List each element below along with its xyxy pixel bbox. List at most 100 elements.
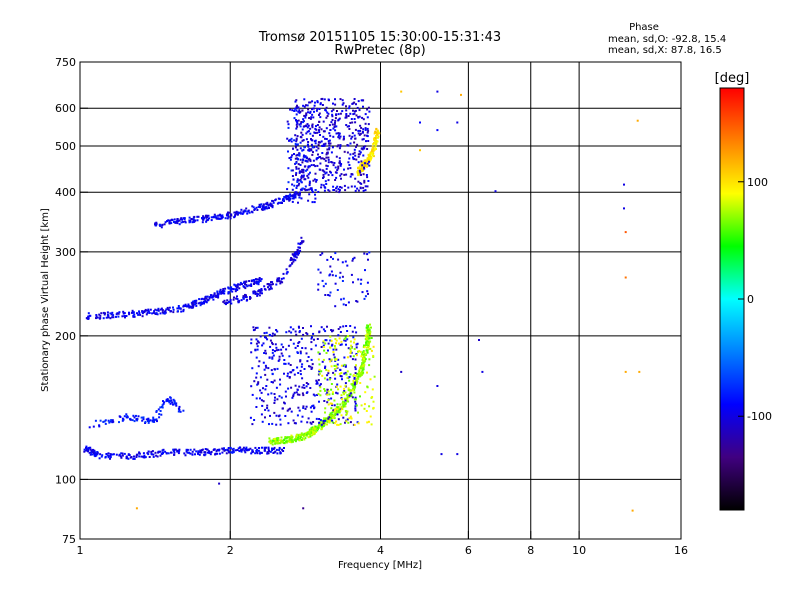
data-point: [365, 341, 367, 344]
data-point: [339, 112, 342, 115]
data-point: [199, 449, 202, 452]
data-point: [295, 107, 298, 110]
data-point: [312, 332, 315, 335]
data-point: [295, 154, 298, 157]
data-point: [342, 391, 345, 394]
data-point: [104, 419, 107, 422]
data-point: [357, 129, 360, 132]
data-point: [318, 114, 320, 116]
data-point: [323, 400, 326, 402]
data-point: [257, 447, 260, 449]
data-point: [303, 178, 306, 181]
data-point: [240, 208, 243, 211]
data-point: [230, 214, 233, 217]
data-point: [314, 427, 317, 430]
data-point: [307, 431, 309, 434]
data-point: [319, 168, 322, 171]
data-point: [155, 410, 158, 412]
data-point: [322, 358, 325, 361]
data-point: [308, 180, 311, 183]
data-point: [257, 281, 260, 284]
data-point: [178, 405, 181, 408]
data-point: [305, 332, 308, 334]
data-point: [205, 214, 207, 217]
data-point: [337, 407, 340, 410]
data-point: [351, 358, 354, 361]
data-point: [146, 311, 149, 314]
x-tick-label: 8: [527, 544, 534, 557]
data-point: [204, 296, 207, 299]
data-point: [221, 447, 224, 450]
data-point: [345, 420, 348, 423]
data-point: [299, 147, 302, 150]
data-point: [206, 299, 209, 302]
data-point: [223, 299, 226, 302]
data-point: [295, 438, 298, 441]
data-point: [331, 330, 333, 333]
data-point: [309, 429, 312, 432]
data-point: [330, 256, 332, 259]
data-point: [298, 171, 301, 174]
data-point: [306, 104, 309, 107]
data-point: [294, 255, 297, 258]
data-point: [321, 104, 324, 106]
data-point: [255, 326, 257, 329]
data-point: [347, 347, 350, 350]
data-point: [253, 419, 256, 421]
data-point: [372, 400, 375, 403]
data-point: [346, 125, 349, 128]
data-point: [292, 254, 295, 256]
data-point: [221, 214, 224, 217]
data-point: [342, 102, 345, 105]
data-point: [324, 180, 327, 183]
data-point: [365, 174, 368, 176]
data-point: [377, 135, 380, 138]
data-point: [335, 364, 338, 367]
data-point: [346, 410, 349, 413]
data-point: [354, 409, 357, 412]
data-point: [142, 455, 145, 458]
data-point: [331, 146, 334, 149]
data-point: [255, 451, 258, 454]
data-point: [341, 103, 344, 106]
data-point: [368, 160, 370, 163]
data-point: [307, 158, 310, 161]
data-point: [279, 378, 281, 381]
data-point: [311, 336, 313, 339]
data-point: [96, 452, 99, 454]
data-point: [270, 287, 273, 290]
data-point: [299, 436, 302, 439]
data-point: [347, 394, 350, 397]
data-point: [330, 161, 333, 163]
data-point: [359, 186, 362, 189]
data-point: [259, 291, 262, 294]
data-point: [364, 129, 367, 131]
data-point: [183, 452, 186, 455]
data-point: [279, 383, 282, 386]
data-point: [334, 358, 337, 361]
data-point: [340, 298, 343, 301]
data-point: [258, 204, 261, 207]
data-point: [172, 448, 175, 451]
data-point: [317, 190, 320, 193]
data-point: [361, 161, 364, 164]
data-point: [133, 455, 135, 458]
data-point: [291, 169, 294, 172]
data-point: [147, 417, 150, 420]
data-point: [328, 190, 331, 193]
data-point: [204, 448, 207, 450]
data-point: [350, 137, 353, 140]
data-point: [335, 348, 338, 351]
data-point: [298, 154, 301, 157]
data-point: [318, 370, 321, 373]
data-point: [308, 117, 311, 119]
data-point: [120, 456, 123, 459]
data-point: [285, 331, 288, 334]
data-point: [168, 220, 171, 223]
data-point: [364, 358, 367, 361]
data-point: [322, 135, 325, 138]
data-point: [276, 439, 279, 442]
data-point: [226, 302, 229, 304]
data-point: [349, 350, 352, 353]
